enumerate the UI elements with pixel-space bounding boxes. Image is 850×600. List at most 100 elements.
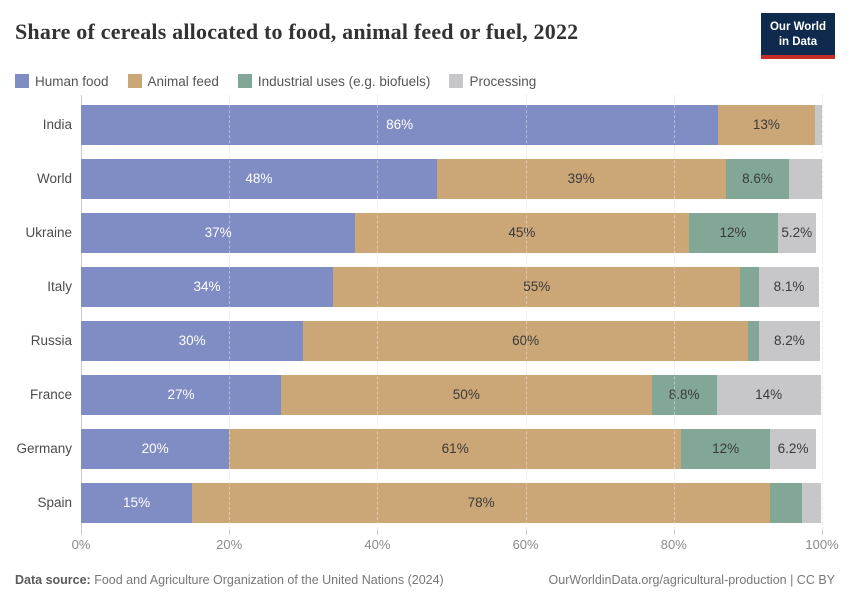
gridline-overlay [822, 94, 823, 530]
bar-row-india: India 86% 13% [15, 98, 822, 152]
segment-human-food[interactable]: 15% [81, 482, 193, 523]
segment-value-label: 20% [141, 441, 169, 457]
segment-processing[interactable]: 5.2% [777, 212, 817, 253]
legend-swatch-industrial-uses [237, 74, 252, 89]
segment-animal-feed[interactable]: 39% [436, 158, 726, 199]
segment-value-label: 8.8% [668, 387, 700, 403]
owid-logo-line1: Our World [769, 21, 826, 33]
bar-track: 37% 45% 12% 5.2% [81, 212, 822, 253]
segment-human-food[interactable]: 48% [81, 158, 437, 199]
x-axis-tick-label: 60% [512, 536, 539, 552]
bar-track: 86% 13% [81, 104, 822, 145]
segment-industrial-uses[interactable]: 12% [688, 212, 778, 253]
bar-row-ukraine: Ukraine 37% 45% 12% 5.2% [15, 206, 822, 260]
segment-processing[interactable]: 8.1% [759, 266, 820, 307]
segment-animal-feed[interactable]: 50% [281, 374, 652, 415]
bar-track: 30% 60% 8.2% [81, 320, 822, 361]
x-axis: 0% 20% 40% 60% 80% 100% [72, 529, 839, 558]
segment-industrial-uses[interactable]: 8.8% [651, 374, 717, 415]
legend: Human food Animal feed Industrial uses (e.… [15, 74, 835, 89]
segment-human-food[interactable]: 86% [81, 104, 719, 145]
segment-processing[interactable] [789, 158, 822, 199]
category-label: Italy [47, 279, 72, 295]
segment-value-label: 48% [245, 171, 273, 187]
chart-title: Share of cereals allocated to food, anim… [15, 19, 579, 44]
category-label: Ukraine [25, 225, 72, 241]
segment-value-label: 8.6% [742, 171, 773, 187]
x-axis-tick-label: 80% [660, 536, 687, 552]
bar-track: 48% 39% 8.6% [81, 158, 822, 199]
segment-value-label: 37% [204, 225, 232, 241]
legend-swatch-human-food [15, 74, 29, 89]
bar-row-germany: Germany 20% 61% 12% 6.2% [15, 422, 822, 476]
category-label: France [29, 387, 72, 403]
stacked-bar-chart: India 86% 13% World 48% 39% 8.6% Ukraine 37% 45% 1… [15, 94, 839, 558]
segment-industrial-uses[interactable] [740, 266, 759, 307]
segment-human-food[interactable]: 27% [81, 374, 282, 415]
x-axis-tick-label: 100% [805, 536, 839, 552]
segment-value-label: 8.2% [773, 333, 805, 349]
category-label: Russia [30, 333, 72, 349]
segment-value-label: 5.2% [781, 225, 813, 241]
owid-logo[interactable]: Our World in Data [760, 13, 835, 59]
legend-label: Processing [469, 73, 537, 89]
legend-item-human-food[interactable]: Human food [15, 74, 109, 89]
segment-animal-feed[interactable]: 55% [332, 266, 741, 307]
segment-industrial-uses[interactable] [747, 320, 759, 361]
legend-item-processing[interactable]: Processing [449, 74, 536, 89]
segment-value-label: 12% [712, 441, 740, 457]
owid-logo-line2: in Data [778, 35, 818, 48]
bar-row-italy: Italy 34% 55% 8.1% [15, 260, 822, 314]
segment-value-label: 30% [178, 333, 206, 349]
data-source-label: Data source: [15, 573, 91, 587]
category-label: India [42, 117, 72, 133]
legend-item-industrial-uses[interactable]: Industrial uses (e.g. biofuels) [237, 73, 431, 89]
bar-row-france: France 27% 50% 8.8% 14% [15, 368, 822, 422]
segment-value-label: 60% [512, 333, 540, 349]
segment-value-label: 39% [567, 171, 595, 187]
segment-industrial-uses[interactable]: 12% [681, 428, 771, 469]
segment-animal-feed[interactable]: 61% [229, 428, 682, 469]
x-axis-tick [673, 529, 675, 535]
segment-processing[interactable]: 8.2% [759, 320, 820, 361]
segment-processing[interactable] [801, 482, 822, 523]
data-source-text: Food and Agriculture Organization of the… [90, 573, 444, 587]
segment-animal-feed[interactable]: 60% [303, 320, 748, 361]
bar-track: 15% 78% [81, 482, 822, 523]
segment-animal-feed[interactable]: 45% [355, 212, 689, 253]
x-axis-tick-label: 40% [364, 536, 391, 552]
segment-processing[interactable]: 6.2% [770, 428, 817, 469]
plot-area: India 86% 13% World 48% 39% 8.6% Ukraine 37% 45% 1… [15, 94, 823, 530]
segment-processing[interactable]: 14% [716, 374, 821, 415]
bar-track: 20% 61% 12% 6.2% [81, 428, 822, 469]
bar-track: 27% 50% 8.8% 14% [81, 374, 822, 415]
segment-industrial-uses[interactable] [770, 482, 802, 523]
segment-animal-feed[interactable]: 13% [718, 104, 815, 145]
segment-value-label: 61% [441, 441, 469, 457]
segment-value-label: 45% [508, 225, 536, 241]
x-axis-tick-label: 20% [216, 536, 243, 552]
legend-item-animal-feed[interactable]: Animal feed [127, 73, 219, 89]
segment-value-label: 50% [452, 387, 480, 403]
category-label: Spain [37, 495, 72, 511]
segment-human-food[interactable]: 30% [81, 320, 304, 361]
category-label: World [36, 171, 72, 187]
segment-human-food[interactable]: 34% [81, 266, 333, 307]
segment-human-food[interactable]: 20% [81, 428, 230, 469]
segment-processing[interactable] [814, 104, 822, 145]
x-axis-tick [81, 529, 82, 535]
segment-value-label: 55% [523, 279, 551, 295]
segment-animal-feed[interactable]: 78% [192, 482, 771, 523]
segment-industrial-uses[interactable]: 8.6% [725, 158, 790, 199]
segment-value-label: 13% [752, 117, 780, 133]
citation-link[interactable]: OurWorldinData.org/agricultural-producti… [548, 573, 835, 587]
legend-label: Industrial uses (e.g. biofuels) [257, 73, 431, 89]
segment-value-label: 14% [755, 387, 783, 403]
data-source: Data source: Food and Agriculture Organi… [15, 573, 444, 587]
chart-footer: Data source: Food and Agriculture Organi… [15, 573, 835, 587]
segment-value-label: 78% [467, 495, 495, 511]
segment-human-food[interactable]: 37% [81, 212, 356, 253]
legend-label: Animal feed [147, 73, 219, 89]
bar-track: 34% 55% 8.1% [81, 266, 822, 307]
segment-value-label: 86% [386, 117, 414, 133]
